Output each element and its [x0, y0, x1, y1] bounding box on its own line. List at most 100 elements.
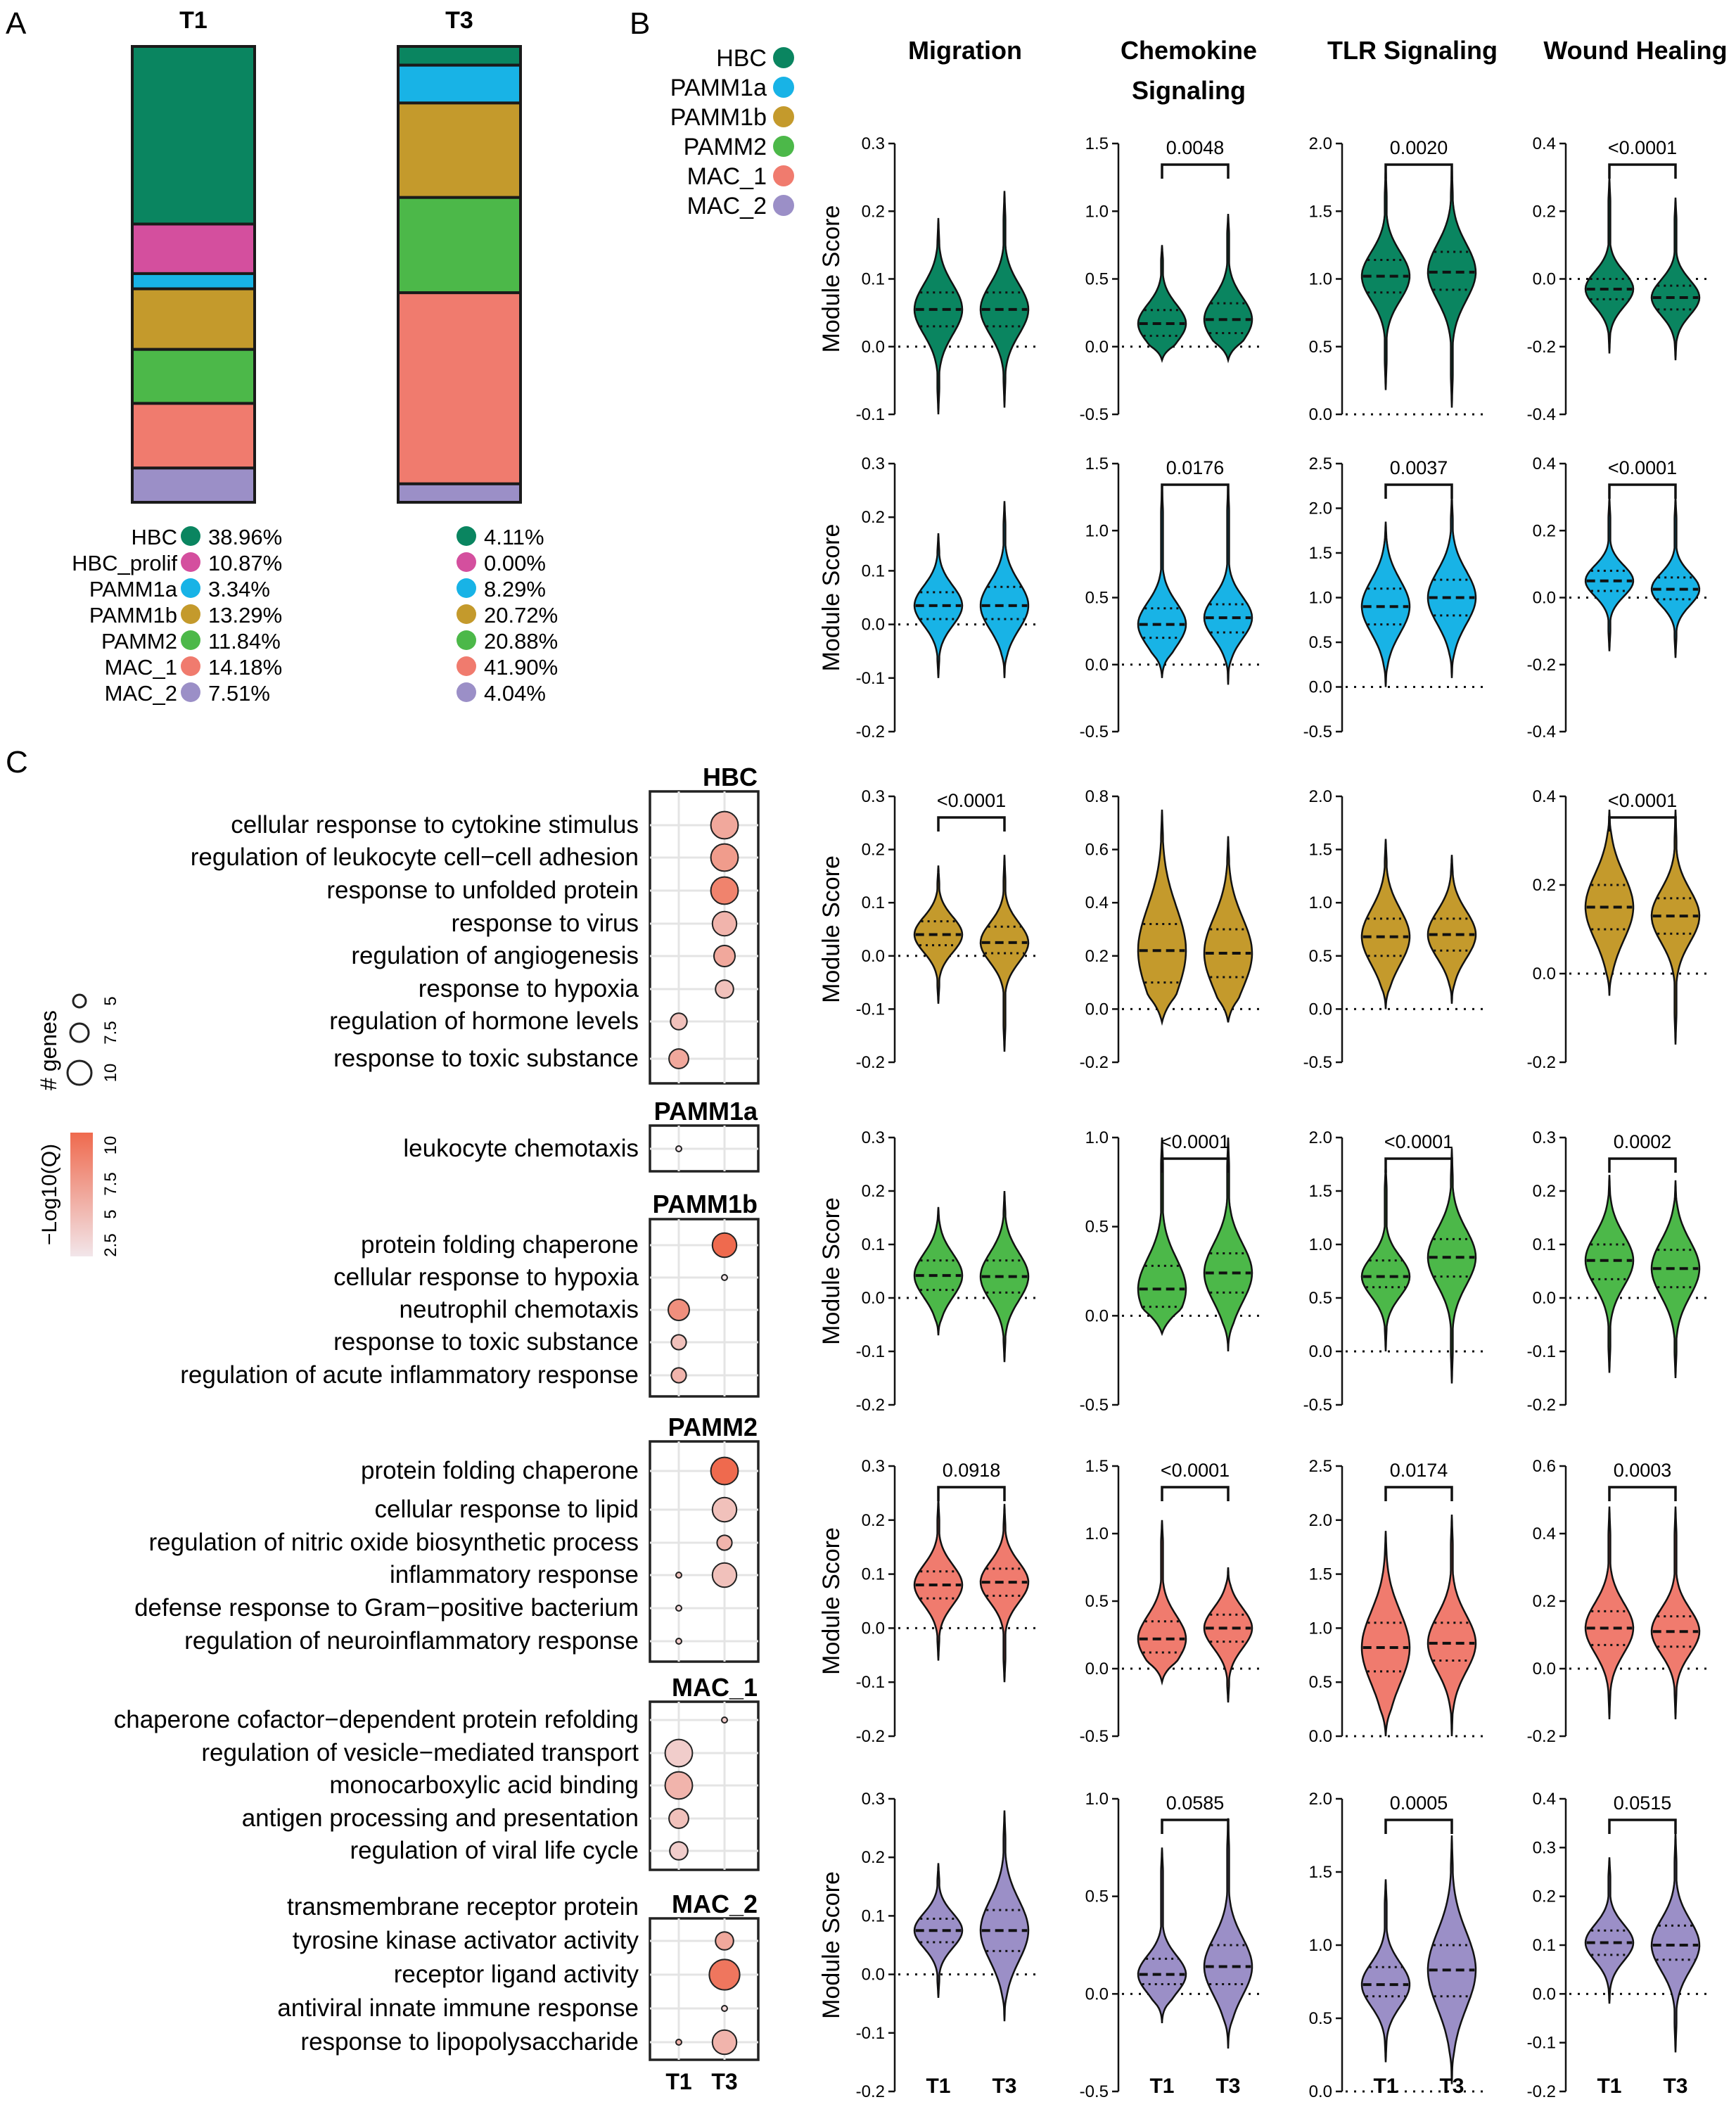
- p-value-label: <0.0001: [1608, 137, 1677, 158]
- legend-label-hbc: HBC: [716, 45, 767, 72]
- y-tick-label: 0.5: [1085, 1592, 1109, 1611]
- group-frame: [649, 1440, 760, 1663]
- legend-label-pamm2: PAMM2: [101, 629, 177, 654]
- y-axis-label: Module Score: [818, 524, 845, 672]
- legend-dot-pamm1a: [773, 77, 794, 98]
- term-label: chaperone cofactor−dependent protein ref…: [114, 1706, 639, 1733]
- y-tick-label: 0.1: [862, 561, 885, 580]
- violin-pamm2-t3: [1427, 1148, 1477, 1384]
- violin-mac-2-t1: [1584, 1857, 1635, 2004]
- y-tick-label: 1.5: [1085, 134, 1109, 153]
- legend-dot-mac-2: [181, 682, 200, 702]
- term-label: response to toxic substance: [333, 1045, 639, 1072]
- term-label: antigen processing and presentation: [242, 1804, 639, 1832]
- y-tick-label: 0.0: [1533, 270, 1556, 289]
- y-tick-label: 1.0: [1085, 1128, 1109, 1147]
- group-title-pamm2: PAMM2: [668, 1413, 758, 1441]
- violin-pamm2-t1: [913, 1206, 964, 1336]
- term-label: regulation of neuroinflammatory response: [184, 1627, 639, 1655]
- term-label: monocarboxylic acid binding: [329, 1771, 639, 1799]
- term-dot: [710, 810, 739, 840]
- y-tick-label: 0.6: [1533, 1457, 1556, 1476]
- violin-pamm1a-t1: [1360, 521, 1411, 687]
- x-tick-label: T3: [1663, 2075, 1687, 2098]
- y-tick-label: -0.5: [1303, 1396, 1332, 1415]
- violin-pamm1a-t1: [913, 533, 964, 678]
- legend-dot-hbc: [181, 526, 200, 546]
- percent-label-t1: 10.87%: [208, 551, 282, 575]
- legend-label-pamm1b: PAMM1b: [670, 104, 767, 131]
- significance-bracket: [1608, 163, 1677, 179]
- percent-label-t1: 38.96%: [208, 525, 282, 549]
- y-tick-label: 0.2: [1533, 876, 1556, 895]
- y-tick-label: 0.0: [1533, 1985, 1556, 2004]
- panel-label-b: B: [630, 6, 650, 41]
- significance-bracket: [1161, 1486, 1230, 1501]
- y-tick-label: -0.2: [856, 1396, 885, 1415]
- y-axis-label: Module Score: [818, 1527, 845, 1675]
- term-label: regulation of acute inflammatory respons…: [180, 1361, 639, 1389]
- y-tick-label: 0.4: [1533, 1790, 1556, 1809]
- y-tick-label: 0.0: [1533, 964, 1556, 983]
- y-tick-label: 2.0: [1309, 1511, 1332, 1530]
- violin-hbc-t1: [1137, 245, 1187, 363]
- y-tick-label: 0.5: [1309, 338, 1332, 357]
- y-tick-label: 1.0: [1309, 893, 1332, 912]
- y-tick-label: 0.0: [1085, 338, 1109, 357]
- violin-mac-2-t3: [1203, 1818, 1253, 2049]
- term-dot: [711, 1232, 738, 1259]
- percent-label-t3: 4.11%: [484, 525, 544, 549]
- legend-dot-mac-1: [181, 656, 200, 676]
- term-dot: [711, 2029, 738, 2056]
- y-tick-label: 0.3: [862, 454, 885, 473]
- size-legend-label: 7.5: [101, 1021, 120, 1044]
- percent-label-t1: 3.34%: [208, 577, 270, 601]
- column-title: TLR Signaling: [1327, 36, 1498, 65]
- legend-dot-hbc: [773, 47, 794, 68]
- y-tick-label: -0.2: [1527, 338, 1556, 357]
- y-tick-label: 0.5: [1309, 633, 1332, 652]
- legend-dot-mac-1: [773, 165, 794, 186]
- y-tick-label: 1.5: [1085, 454, 1109, 473]
- p-value-label: <0.0001: [1608, 790, 1677, 811]
- violin-pamm1a-t3: [979, 501, 1030, 678]
- color-legend-title: −Log10(Q): [38, 1144, 61, 1245]
- group-title-pamm1b: PAMM1b: [653, 1190, 758, 1218]
- group-frame: [649, 1917, 760, 2061]
- violin-mac-1-t3: [1203, 1567, 1253, 1703]
- y-tick-label: -0.2: [856, 1727, 885, 1746]
- violin-mac-2-t3: [979, 1810, 1030, 2022]
- percent-label-t3: 4.04%: [484, 681, 546, 706]
- y-tick-label: -0.2: [1527, 1396, 1556, 1415]
- term-dot: [711, 1562, 738, 1588]
- y-tick-label: 0.2: [862, 202, 885, 221]
- y-tick-label: 2.5: [1309, 1457, 1332, 1476]
- size-legend-title: # genes: [36, 1010, 61, 1090]
- y-tick-label: 1.5: [1309, 1863, 1332, 1882]
- bar-segment-mac-1: [397, 291, 522, 485]
- term-label: response to lipopolysaccharide: [300, 2028, 639, 2056]
- legend-dot-pamm2: [181, 630, 200, 650]
- y-tick-label: 0.0: [862, 616, 885, 635]
- color-legend-bar: [70, 1133, 93, 1256]
- term-dot: [664, 1771, 694, 1800]
- y-tick-label: 1.5: [1085, 1457, 1109, 1476]
- term-label: regulation of vesicle−mediated transport: [201, 1739, 639, 1766]
- bar-segment-mac-2: [397, 482, 522, 504]
- x-tick-label: T1: [1149, 2075, 1174, 2098]
- size-legend-circle: [66, 1059, 93, 1086]
- significance-bracket: [1161, 1818, 1230, 1834]
- bar-segment-mac-1: [131, 402, 256, 470]
- bar-segment-pamm2: [397, 196, 522, 295]
- significance-bracket: [937, 816, 1006, 832]
- violin-pamm1a-t3: [1203, 483, 1253, 685]
- column-title: Migration: [908, 36, 1022, 65]
- y-tick-label: 0.5: [1085, 589, 1109, 608]
- y-tick-label: 2.0: [1309, 499, 1332, 518]
- y-tick-label: -0.1: [856, 405, 885, 424]
- y-tick-label: 0.2: [1533, 1592, 1556, 1611]
- legend-label-mac-1: MAC_1: [105, 655, 177, 680]
- term-dot: [675, 2039, 682, 2046]
- violin-pamm1b-t3: [1203, 836, 1253, 1023]
- term-label: antiviral innate immune response: [277, 1994, 639, 2022]
